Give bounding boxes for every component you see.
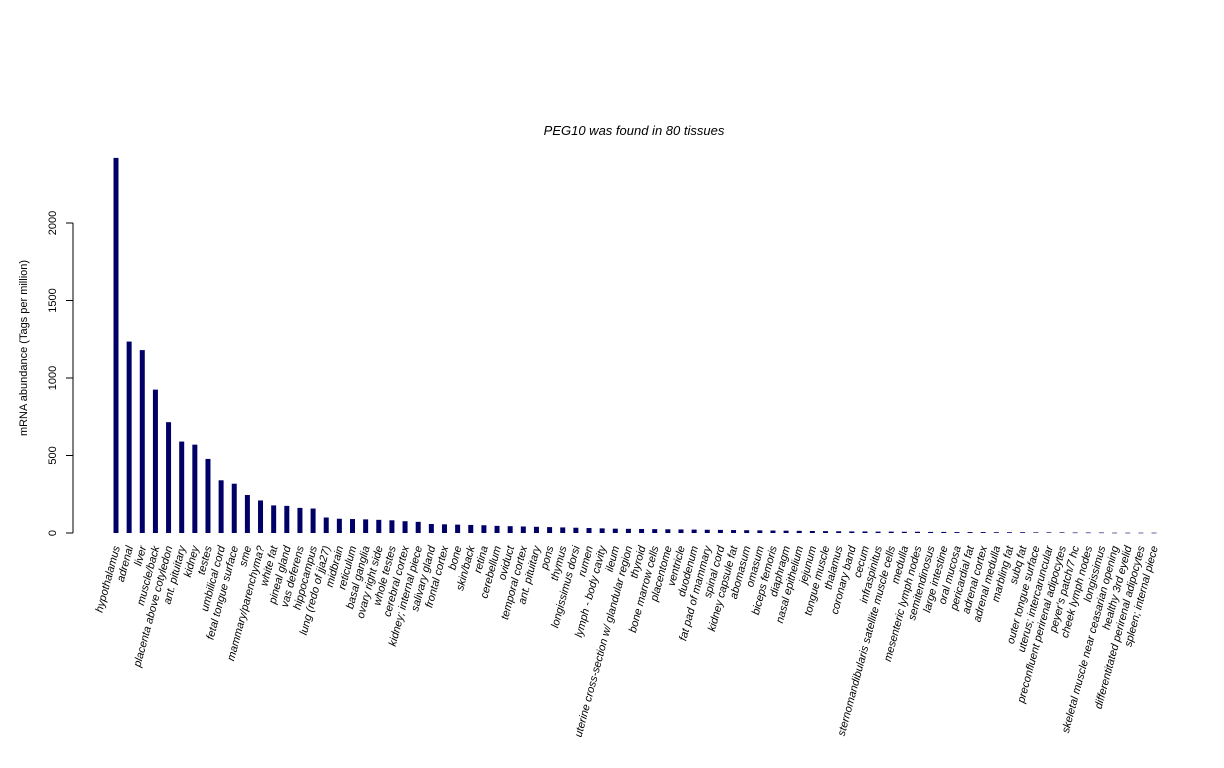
bar (533, 526, 539, 533)
bar (1020, 532, 1026, 534)
bar (152, 389, 158, 534)
bar (507, 526, 513, 533)
y-tick-label: 1500 (47, 288, 59, 312)
bar (980, 532, 986, 533)
bar (573, 527, 579, 533)
bar (1112, 532, 1118, 534)
bar (875, 531, 881, 534)
bar (809, 530, 815, 534)
bar (1098, 532, 1104, 534)
y-tick-label: 2000 (47, 211, 59, 235)
bar (717, 529, 723, 533)
bar (310, 508, 316, 533)
bar (126, 341, 132, 533)
bar (1151, 532, 1157, 534)
y-tick-label: 0 (47, 530, 59, 536)
bar (363, 519, 369, 533)
bar (428, 524, 434, 533)
bar (901, 531, 907, 533)
bar (113, 157, 119, 533)
chart-title: PEG10 was found in 80 tissues (544, 123, 725, 138)
bar (284, 505, 290, 534)
bar (179, 441, 185, 533)
bar (336, 518, 342, 533)
bar (849, 531, 855, 533)
bar (993, 532, 999, 534)
bar (494, 525, 500, 533)
bar (836, 531, 842, 533)
bar (770, 530, 776, 533)
bar (192, 444, 198, 533)
bar (704, 529, 710, 533)
bar (888, 531, 894, 534)
bar (1085, 532, 1091, 534)
bar (166, 422, 172, 534)
bar (415, 521, 421, 533)
bar (967, 532, 973, 533)
bar (757, 530, 763, 533)
bar (625, 528, 631, 533)
bar (954, 532, 960, 533)
bar (297, 507, 303, 533)
bar (560, 527, 566, 533)
bar (350, 519, 356, 533)
bar (599, 528, 605, 533)
category-label: liver (132, 543, 149, 567)
bar (547, 527, 553, 533)
bar (468, 524, 474, 533)
bar (652, 529, 658, 534)
y-axis: 0 500 1000 1500 2000 (47, 211, 74, 536)
bar (691, 529, 697, 533)
bar (862, 531, 868, 533)
bar (1059, 532, 1065, 533)
bar (1138, 532, 1144, 534)
bar (376, 519, 382, 534)
bar (271, 505, 277, 533)
bar (744, 530, 750, 533)
bar (796, 530, 802, 533)
category-labels: hypothalamusadrenallivermuscle/backplace… (94, 543, 1161, 738)
bar (218, 480, 224, 533)
bar (258, 500, 264, 533)
bar (323, 517, 329, 533)
bar (914, 531, 920, 533)
bar (941, 531, 947, 533)
bar (1072, 532, 1078, 534)
bar (1006, 532, 1012, 534)
bar (481, 525, 487, 533)
bar (783, 530, 789, 533)
bar (1046, 532, 1052, 533)
bar (612, 528, 618, 533)
category-label: sme (237, 545, 254, 568)
bar (1033, 532, 1039, 533)
bar (1125, 532, 1131, 534)
y-tick-label: 1000 (47, 366, 59, 390)
bar (455, 524, 461, 533)
bar (586, 528, 592, 533)
bar (244, 495, 250, 533)
bar (665, 529, 671, 533)
bar (402, 521, 408, 533)
bars (113, 157, 1157, 534)
bar (205, 458, 211, 533)
bar (389, 520, 395, 533)
bar (139, 350, 145, 533)
y-axis-title: mRNA abundance (Tags per million) (18, 260, 30, 436)
y-tick-label: 500 (47, 446, 59, 464)
bar (823, 531, 829, 533)
bar (639, 528, 645, 533)
bar (231, 483, 237, 533)
bar (731, 530, 737, 533)
bar (520, 526, 526, 533)
bar (678, 529, 684, 533)
bar (928, 531, 934, 533)
bar (441, 524, 447, 533)
